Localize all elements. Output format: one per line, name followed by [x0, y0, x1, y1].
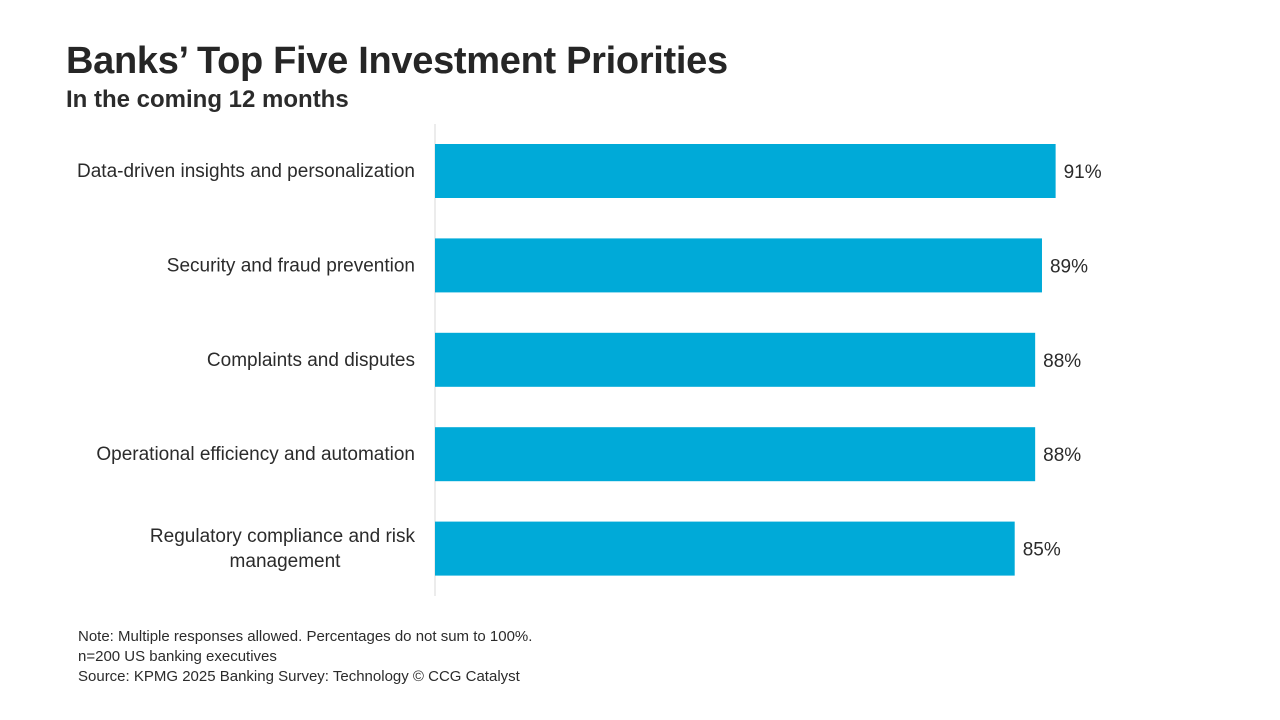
source-text: Source: KPMG 2025 Banking Survey: Techno…	[78, 668, 520, 685]
value-label-1: 91%	[1064, 162, 1102, 183]
category-label-3: Complaints and disputes	[207, 350, 415, 371]
value-label-5: 85%	[1023, 540, 1061, 561]
category-label-5: Regulatory compliance and risk management	[150, 526, 416, 572]
category-label-1: Data-driven insights and personalization	[77, 161, 415, 182]
bar-1	[435, 144, 1056, 198]
bars-group	[435, 144, 1056, 576]
bar-2	[435, 238, 1042, 293]
chart-subtitle: In the coming 12 months	[66, 86, 349, 113]
bar-4	[435, 427, 1036, 482]
category-label-2: Security and fraud prevention	[167, 255, 415, 276]
value-label-4: 88%	[1043, 445, 1081, 466]
bar-5	[435, 521, 1015, 576]
bar-3	[435, 332, 1036, 387]
value-labels-group: 91% 89% 88% 88% 85%	[1023, 162, 1102, 561]
note-text: Note: Multiple responses allowed. Percen…	[78, 628, 533, 645]
chart-title: Banks’ Top Five Investment Priorities	[66, 40, 728, 82]
value-label-3: 88%	[1043, 351, 1081, 372]
category-labels-group: Data-driven insights and personalization…	[77, 161, 415, 572]
sample-size-text: n=200 US banking executives	[78, 648, 277, 665]
chart-notes: Note: Multiple responses allowed. Percen…	[78, 627, 532, 687]
category-label-4: Operational efficiency and automation	[96, 444, 415, 465]
value-label-2: 89%	[1050, 256, 1088, 277]
